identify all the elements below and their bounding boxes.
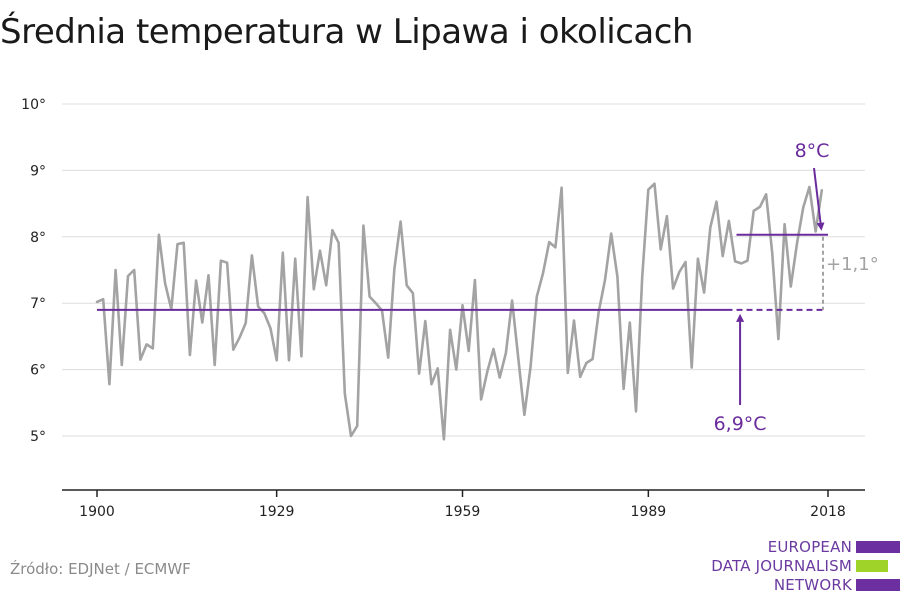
edjnet-logo: EUROPEAN DATA JOURNALISM NETWORK xyxy=(700,538,900,598)
logo-line-1: EUROPEAN xyxy=(767,538,852,556)
x-tick-label: 2018 xyxy=(810,504,846,520)
y-tick-label: 9° xyxy=(30,163,46,179)
x-tick-label: 1929 xyxy=(259,504,295,520)
reference-lines xyxy=(97,233,828,311)
logo-bar-3 xyxy=(856,579,900,591)
logo-line-3: NETWORK xyxy=(773,576,852,594)
source-note: Źródło: EDJNet / ECMWF xyxy=(10,560,191,578)
x-axis: 1900 1929 1959 1989 2018 xyxy=(62,489,865,520)
x-tick-label: 1989 xyxy=(631,504,667,520)
recent-label: 8°C xyxy=(795,140,830,162)
grid-lines xyxy=(62,103,865,437)
series-layer xyxy=(95,182,824,441)
y-tick-label: 5° xyxy=(30,429,46,445)
logo-bar-1 xyxy=(856,541,900,553)
annotations: 6,9°C 8°C +1,1° xyxy=(714,140,879,435)
baseline-label: 6,9°C xyxy=(714,413,767,435)
x-tick-label: 1900 xyxy=(79,504,115,520)
difference-label: +1,1° xyxy=(826,254,879,275)
recent-arrow xyxy=(813,167,825,231)
y-tick-label: 7° xyxy=(30,296,46,312)
x-tick-label: 1959 xyxy=(445,504,481,520)
logo-line-2: DATA JOURNALISM xyxy=(711,557,852,575)
y-tick-label: 8° xyxy=(30,230,46,246)
chart-title: Średnia temperatura w Lipawa i okolicach xyxy=(0,12,694,52)
y-axis-ticks: 5° 6° 7° 8° 9° 10° xyxy=(21,97,46,445)
y-tick-label: 10° xyxy=(21,97,46,113)
temperature-series-line xyxy=(95,182,824,441)
logo-bar-2 xyxy=(856,560,888,572)
y-tick-label: 6° xyxy=(30,363,46,379)
